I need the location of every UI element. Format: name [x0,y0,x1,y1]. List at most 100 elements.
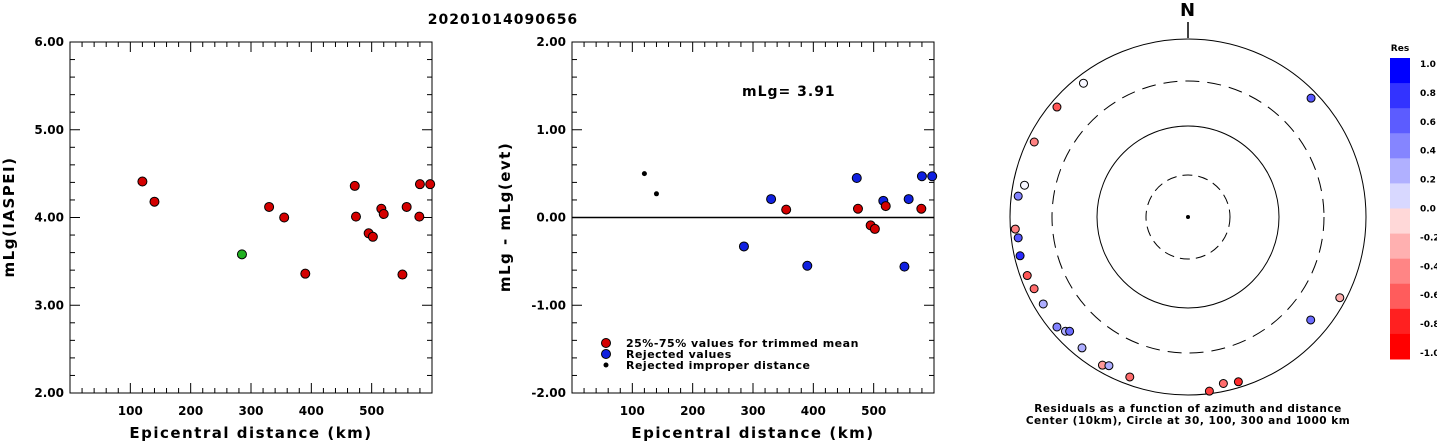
residual-point [1335,293,1345,303]
plot-frame [69,41,433,394]
legend-marker [601,338,611,348]
residual-point [1125,372,1135,382]
data-points [137,176,436,280]
colorbar-cell [1390,133,1410,159]
legend: 25%-75% values for trimmed meanRejected … [601,337,859,372]
residual-point [1020,180,1030,190]
data-point [378,208,389,219]
legend-label: Rejected values [626,348,732,361]
data-point [852,203,863,214]
colorbar-cell [1390,208,1410,235]
data-point [349,180,360,191]
colorbar-label: 0.4 [1420,147,1436,157]
residual-point [1022,271,1032,281]
data-point [137,176,148,187]
center-point [1186,215,1190,219]
colorbar-cell [1390,108,1410,134]
y-axis-label: mLg - mLg(evt) [496,142,514,292]
data-points [641,171,938,272]
data-point [916,203,927,214]
data-point [927,171,938,182]
data-point [279,212,290,223]
x-axis-label: Epicentral distance (km) [129,424,372,441]
colorbar-label: 0.0 [1420,205,1436,215]
mlg-annotation: mLg= 3.91 [742,84,836,100]
colorbar-cell [1390,308,1410,335]
tick-labels: 100 200 300 400 500 -2.00 -1.00 0.00 1.00 2.00 [531,35,886,418]
panel-mlg-residual: 100 200 300 400 500 -2.00 -1.00 0.00 1.00 2.00 mL… [496,35,938,441]
legend-label: 25%-75% values for trimmed mean [626,337,859,350]
colorbar-cell [1390,58,1410,84]
residual-point [1065,326,1075,336]
data-point [300,268,311,279]
residual-point [1078,78,1088,88]
data-point [641,171,647,177]
residual-point [1038,299,1048,309]
circle-30km [1145,174,1231,260]
colorbar-label: -0.2 [1420,233,1437,243]
data-point [149,196,160,207]
colorbar-label: 1.0 [1420,60,1436,70]
data-point [851,173,862,184]
colorbar-title: Res [1391,44,1409,54]
residual-point [1010,224,1020,234]
y-tick-label: 6.00 [34,35,64,49]
residual-point [1029,284,1039,294]
colorbar-labels: 1.0 0.8 0.6 0.4 0.2 0.0 -0.2 -0.4 -0.6 -0.8 -1.0 [1420,60,1437,359]
colorbar-label: 0.2 [1420,176,1436,186]
colorbar-label: -0.6 [1420,291,1437,301]
x-tick-label: 300 [740,404,765,418]
x-tick-label: 300 [238,404,263,418]
data-point [425,179,436,190]
circle-1000km [1009,38,1367,396]
x-tick-label: 500 [861,404,886,418]
colorbar-cell [1390,233,1410,260]
residual-point [1015,251,1025,261]
panel-mlg-iaspei: 100 200 300 400 500 2.00 3.00 4.00 5.00 6.00 Epic… [0,35,436,441]
data-points [1010,78,1345,396]
circle-300km [1051,80,1325,354]
residual-point [1013,191,1023,201]
y-tick-label: 0.00 [536,211,566,225]
y-tick-label: 3.00 [34,298,64,312]
residual-point [1233,377,1243,387]
residual-point [1013,233,1023,243]
tick-marks [572,42,934,393]
legend-marker [601,349,611,359]
x-tick-label: 200 [178,404,203,418]
colorbar: Res 1.0 0.8 0.6 0.4 0.2 0.0 -0.2 -0.4 -0.6 -0.8 -1… [1390,44,1437,360]
data-point [367,231,378,242]
y-tick-label: 4.00 [34,211,64,225]
colorbar-label: 0.8 [1420,89,1436,99]
y-tick-label: -2.00 [531,386,566,400]
residual-point [1052,102,1062,112]
y-tick-label: -1.00 [531,298,566,312]
y-axis-label: mLg(IASPEI) [0,157,18,278]
data-point [766,194,777,205]
residual-point [1052,322,1062,332]
y-tick-label: 2.00 [34,386,64,400]
panel-polar-residuals: N Residuals as a function of azimuth and… [1009,0,1367,427]
data-point [869,223,880,234]
data-point [903,194,914,205]
colorbar-label: -1.0 [1420,349,1437,359]
y-tick-label: 5.00 [34,123,64,137]
colorbar-cell [1390,158,1410,184]
x-axis-label: Epicentral distance (km) [631,424,874,441]
x-tick-label: 400 [801,404,826,418]
x-tick-label: 200 [680,404,705,418]
residual-point [1029,137,1039,147]
data-point [899,261,910,272]
data-point [802,260,813,271]
colorbar-label: 0.6 [1420,118,1436,128]
data-point [236,249,247,260]
residual-point [1218,378,1228,388]
residual-point [1104,361,1114,371]
residual-point [1077,343,1087,353]
residual-point [1306,93,1316,103]
data-point [401,201,412,212]
data-point [880,201,891,212]
legend-label: Rejected improper distance [626,359,810,372]
legend-marker [603,362,609,368]
